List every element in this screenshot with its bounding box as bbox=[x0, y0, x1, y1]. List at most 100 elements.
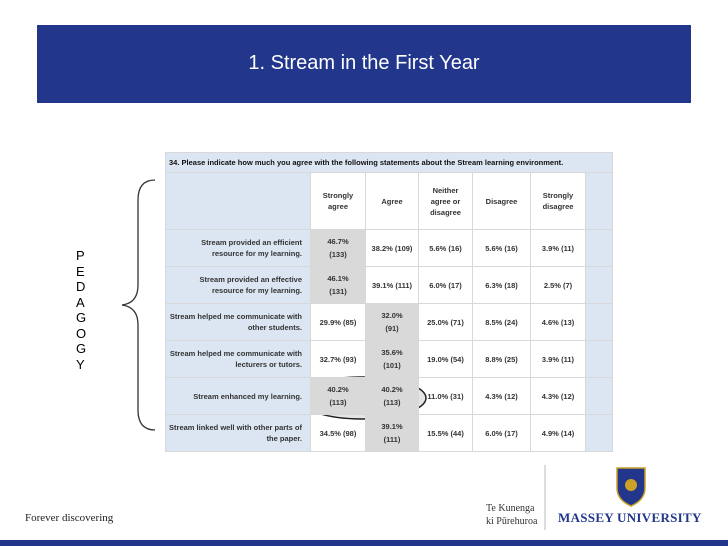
count: (11) bbox=[561, 354, 575, 364]
percent: 2.5% bbox=[543, 280, 561, 290]
header-blank bbox=[585, 172, 613, 230]
count: (133) bbox=[329, 250, 347, 259]
cell: 6.0% (17) bbox=[472, 414, 531, 452]
count: (16) bbox=[448, 243, 462, 253]
side-letter: D bbox=[76, 279, 86, 294]
cell: 8.8% (25) bbox=[472, 340, 531, 378]
percent: 40.2% bbox=[327, 385, 349, 394]
cell: 4.9% (14) bbox=[530, 414, 586, 452]
cell: 6.3% (18) bbox=[472, 266, 531, 304]
cell: 3.9% (11) bbox=[530, 340, 586, 378]
percent: 3.9% bbox=[541, 354, 560, 364]
statement: Stream helped me communicate with other … bbox=[165, 303, 311, 341]
header-band bbox=[37, 25, 691, 103]
count: (24) bbox=[504, 317, 518, 327]
row-blank bbox=[585, 303, 613, 341]
cell: 39.1% (111) bbox=[365, 266, 419, 304]
count: (54) bbox=[450, 354, 464, 364]
count: (131) bbox=[329, 287, 347, 296]
percent: 19.0% bbox=[427, 354, 449, 364]
cell: 32.7% (93) bbox=[310, 340, 366, 378]
cell: 8.5% (24) bbox=[472, 303, 531, 341]
percent: 4.9% bbox=[541, 428, 559, 438]
percent: 6.3% bbox=[485, 280, 503, 290]
column-header: Strongly disagree bbox=[530, 172, 586, 230]
count: (91) bbox=[385, 324, 399, 333]
percent: 29.9% bbox=[319, 317, 341, 327]
percent: 8.8% bbox=[485, 354, 503, 364]
side-letter: Y bbox=[76, 356, 85, 372]
statement: Stream helped me communicate with lectur… bbox=[165, 340, 311, 378]
row-blank bbox=[585, 229, 613, 267]
data-row: Stream enhanced my learning. 40.2% (113) 40… bbox=[165, 377, 613, 415]
count: (12) bbox=[560, 391, 575, 401]
cell: 29.9% (85) bbox=[310, 303, 366, 341]
row-blank bbox=[585, 340, 613, 378]
university-name: MASSEY UNIVERSITY bbox=[558, 510, 702, 525]
count: (17) bbox=[504, 428, 518, 438]
side-letter: G bbox=[76, 341, 87, 356]
cell: 46.1% (131) bbox=[310, 266, 366, 304]
row-blank bbox=[585, 266, 613, 304]
slide-title: 1. Stream in the First Year bbox=[248, 52, 480, 74]
count: (111) bbox=[383, 435, 401, 444]
percent: 46.1% bbox=[327, 274, 349, 283]
count: (31) bbox=[450, 391, 464, 401]
data-row: Stream helped me communicate with lectur… bbox=[165, 340, 613, 378]
survey-table: 34. Please indicate how much you agree w… bbox=[165, 152, 613, 452]
percent: 38.2% bbox=[371, 243, 393, 253]
cell: 19.0% (54) bbox=[418, 340, 473, 378]
cell: 6.0% (17) bbox=[418, 266, 473, 304]
count: (109) bbox=[394, 243, 413, 253]
cell: 4.6% (13) bbox=[530, 303, 586, 341]
side-letter: O bbox=[76, 325, 87, 341]
count: (111) bbox=[395, 280, 413, 290]
cell: 32.0% (91) bbox=[365, 303, 419, 341]
cell: 40.2% (113) bbox=[310, 377, 366, 415]
curly-brace bbox=[121, 179, 156, 431]
count: (93) bbox=[343, 354, 357, 364]
count: (18) bbox=[504, 280, 518, 290]
cell: 2.5% (7) bbox=[530, 266, 586, 304]
row-blank bbox=[585, 377, 613, 415]
percent: 4.3% bbox=[485, 391, 503, 401]
percent: 5.6% bbox=[485, 243, 503, 253]
cell: 5.6% (16) bbox=[418, 229, 473, 267]
footer-line bbox=[0, 540, 728, 546]
cell: 15.5% (44) bbox=[418, 414, 473, 452]
side-letter: G bbox=[76, 310, 87, 325]
cell: 4.3% (12) bbox=[472, 377, 531, 415]
data-row: Stream linked well with other parts of t… bbox=[165, 414, 613, 452]
count: (44) bbox=[450, 428, 464, 438]
cell: 5.6% (16) bbox=[472, 229, 531, 267]
count: (16) bbox=[504, 243, 518, 253]
count: (11) bbox=[561, 243, 575, 253]
percent: 32.7% bbox=[319, 354, 341, 364]
column-header: Disagree bbox=[472, 172, 531, 230]
cell: 34.5% (98) bbox=[310, 414, 366, 452]
side-letter: E bbox=[76, 263, 85, 279]
percent: 32.0% bbox=[381, 311, 403, 320]
side-letter: P bbox=[76, 248, 85, 263]
count: (98) bbox=[343, 428, 357, 438]
tagline: Forever discovering bbox=[25, 512, 114, 524]
cell: 46.7% (133) bbox=[310, 229, 366, 267]
count: (85) bbox=[343, 317, 357, 327]
column-header: Strongly agree bbox=[310, 172, 366, 230]
count: (12) bbox=[504, 391, 518, 401]
percent: 3.9% bbox=[541, 243, 560, 253]
cell: 4.3% (12) bbox=[530, 377, 586, 415]
cell: 3.9% (11) bbox=[530, 229, 586, 267]
statement: Stream provided an effective resource fo… bbox=[165, 266, 311, 304]
question: 34. Please indicate how much you agree w… bbox=[165, 152, 613, 173]
count: (7) bbox=[563, 280, 573, 290]
side-letter: A bbox=[76, 294, 85, 310]
percent: 39.1% bbox=[371, 280, 394, 290]
column-header: Agree bbox=[365, 172, 419, 230]
cell: 25.0% (71) bbox=[418, 303, 473, 341]
cell: 40.2% (113) bbox=[365, 377, 419, 415]
count: (25) bbox=[504, 354, 518, 364]
percent: 25.0% bbox=[427, 317, 449, 327]
